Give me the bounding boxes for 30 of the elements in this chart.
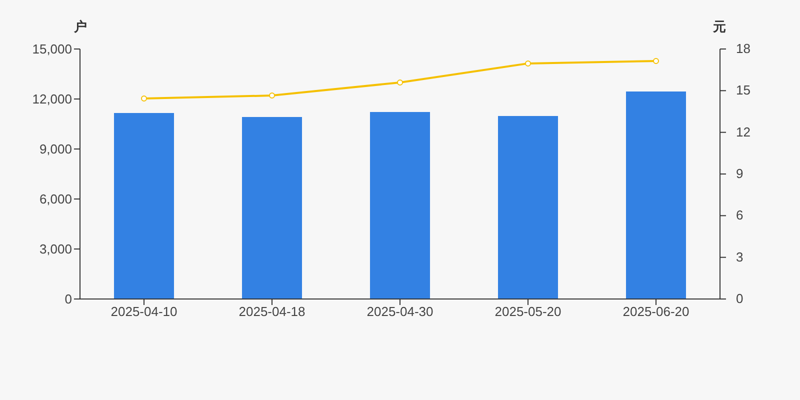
- y2-tick-label: 15: [736, 82, 750, 98]
- y-axis-title: 户: [74, 18, 87, 36]
- y2-axis-title: 元: [713, 19, 726, 36]
- x-tick-label: 2025-04-18: [238, 304, 306, 320]
- bar: [626, 92, 686, 299]
- y2-tick-label: 9: [736, 166, 744, 181]
- point: [525, 60, 531, 66]
- y-tick-label: 0: [64, 292, 72, 307]
- y-tick-label: 15,000: [32, 42, 72, 57]
- point: [397, 79, 403, 86]
- x-tick-label: 2025-04-30: [366, 304, 434, 320]
- y2-tick-label: 6: [736, 208, 744, 223]
- y-tick-label: 6,000: [39, 192, 72, 207]
- point: [141, 95, 147, 102]
- point: [269, 92, 275, 99]
- point: [653, 58, 659, 64]
- y2-tick-label: 3: [736, 249, 744, 264]
- bar: [242, 117, 302, 299]
- x-tick-label: 2025-05-20: [494, 304, 562, 320]
- bar: [370, 112, 430, 299]
- y-tick-label: 9,000: [39, 142, 72, 157]
- bar: [498, 116, 558, 299]
- x-tick-label: 2025-04-10: [110, 304, 178, 320]
- y2-tick-label: 18: [736, 41, 750, 56]
- y-tick-label: 12,000: [32, 92, 72, 107]
- y2-tick-label: 0: [736, 291, 744, 306]
- bar: [114, 113, 174, 299]
- x-tick-label: 2025-06-20: [622, 304, 690, 320]
- y2-tick-label: 12: [736, 124, 750, 140]
- y-tick-label: 3,000: [39, 242, 72, 257]
